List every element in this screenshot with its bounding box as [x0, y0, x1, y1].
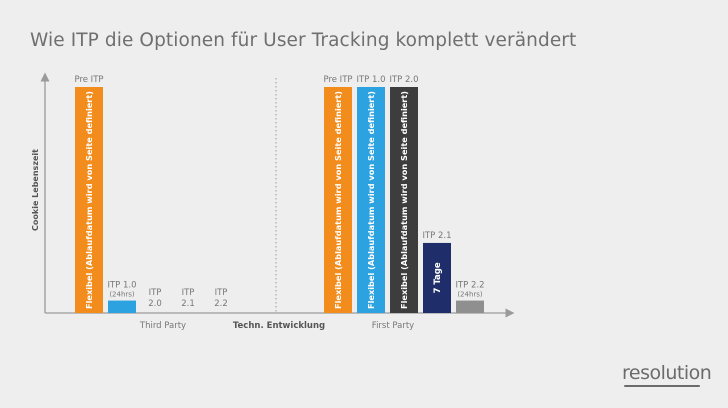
- bar-label-0-2-a: ITP: [149, 288, 162, 298]
- group-label-1: First Party: [372, 321, 414, 331]
- bar-label-0-3-b: 2.1: [181, 299, 195, 309]
- page-title: Wie ITP die Optionen für User Tracking k…: [30, 30, 577, 51]
- resolution-logo: resolution: [622, 362, 712, 384]
- bar-sublabel-1-4: (24hrs): [457, 291, 483, 299]
- bar-text-1-1: Flexibel (Ablaufdatum wird von Seite def…: [366, 91, 376, 309]
- group-label-0: Third Party: [139, 321, 186, 331]
- bar-label-1-1: ITP 1.0: [356, 75, 385, 85]
- bar-1-1: [357, 87, 385, 313]
- bar-label-0-0: Pre ITP: [74, 75, 103, 85]
- bar-0-0: [75, 87, 103, 313]
- bar-label-1-2: ITP 2.0: [389, 75, 418, 85]
- bar-sublabel-0-1: (24hrs): [109, 291, 135, 299]
- bar-1-0: [324, 87, 352, 313]
- bar-text-0-0: Flexibel (Ablaufdatum wird von Seite def…: [84, 91, 94, 309]
- bar-label-0-1: ITP 1.0: [107, 281, 136, 291]
- bar-text-1-2: Flexibel (Ablaufdatum wird von Seite def…: [399, 91, 409, 309]
- bar-label-1-3: ITP 2.1: [422, 231, 451, 241]
- y-axis-label: Cookie Lebenszeit: [31, 149, 40, 231]
- bar-label-0-2-b: 2.0: [148, 299, 162, 309]
- logo-underline: [624, 385, 700, 387]
- separator-label: Techn. Entwicklung: [233, 321, 325, 331]
- bar-1-3: [423, 242, 451, 313]
- bar-label-1-0: Pre ITP: [323, 75, 352, 85]
- bar-label-0-3-a: ITP: [182, 288, 195, 298]
- chart-bars: [75, 87, 484, 313]
- bar-label-0-4-b: 2.2: [214, 299, 228, 309]
- bar-text-1-3: 7 Tage: [433, 262, 443, 293]
- bar-label-1-4: ITP 2.2: [455, 281, 484, 291]
- bar-1-2: [390, 87, 418, 313]
- bar-1-4: [456, 300, 484, 313]
- bar-text-1-0: Flexibel (Ablaufdatum wird von Seite def…: [333, 91, 343, 309]
- bar-label-0-4-a: ITP: [215, 288, 228, 298]
- chart-labels: Cookie Lebenszeit Techn. Entwicklung Third…: [31, 75, 485, 331]
- bar-0-1: [108, 300, 136, 313]
